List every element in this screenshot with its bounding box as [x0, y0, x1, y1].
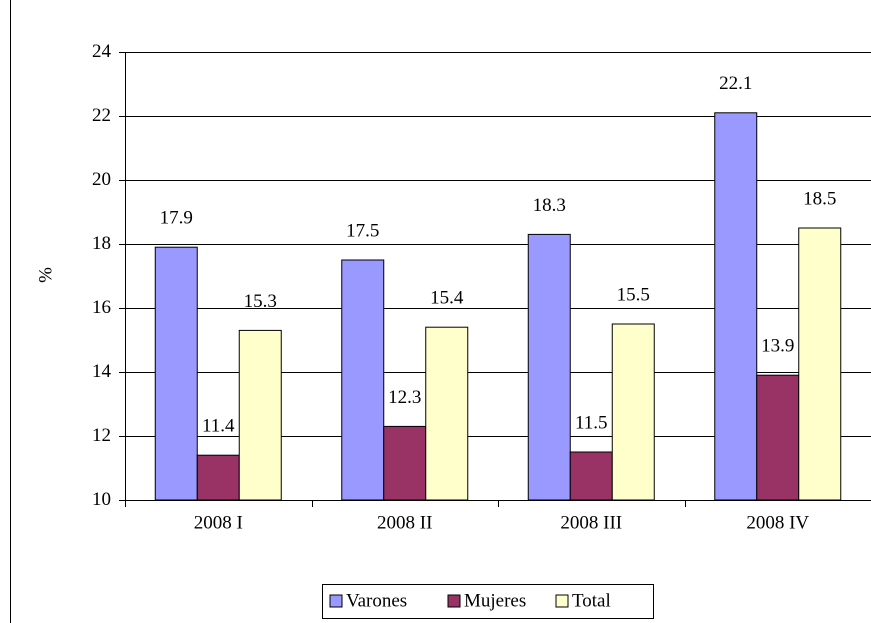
x-tick-label: 2008 IV: [746, 512, 809, 533]
bar: [611, 323, 655, 501]
bar: [798, 227, 842, 501]
x-tick-label: 2008 III: [560, 512, 622, 533]
y-tick-label: 12: [92, 425, 111, 446]
legend-box: [322, 584, 654, 619]
legend-label: Varones: [346, 590, 407, 611]
bar: [341, 259, 385, 501]
y-tick-label: 10: [92, 489, 111, 510]
legend-swatch: [329, 594, 343, 608]
bar: [196, 454, 240, 501]
legend-label: Mujeres: [464, 590, 526, 611]
value-label: 18.3: [533, 195, 566, 216]
value-label: 15.3: [244, 291, 277, 312]
y-axis-label: %: [35, 267, 56, 283]
bar: [383, 425, 427, 501]
value-label: 17.5: [346, 220, 379, 241]
value-label: 11.4: [202, 416, 235, 437]
bar: [714, 112, 758, 501]
legend-swatch: [555, 594, 569, 608]
bar: [756, 374, 800, 501]
value-label: 15.4: [430, 288, 464, 309]
bar: [238, 329, 282, 501]
y-tick-label: 16: [92, 297, 111, 318]
y-tick-label: 20: [92, 169, 111, 190]
value-label: 12.3: [388, 387, 421, 408]
bar: [425, 326, 469, 501]
y-tick-label: 24: [92, 41, 112, 62]
bar: [569, 451, 613, 501]
legend-swatch: [447, 594, 461, 608]
y-tick-label: 18: [92, 233, 111, 254]
bar: [154, 246, 198, 501]
value-label: 17.9: [160, 208, 193, 229]
x-tick-label: 2008 II: [377, 512, 432, 533]
x-tick-label: 2008 I: [194, 512, 243, 533]
value-label: 11.5: [575, 412, 608, 433]
value-label: 15.5: [617, 284, 650, 305]
value-label: 22.1: [719, 73, 752, 94]
y-tick-label: 22: [92, 105, 111, 126]
bar: [527, 233, 571, 501]
legend-label: Total: [572, 590, 611, 611]
value-label: 13.9: [761, 336, 794, 357]
value-label: 18.5: [803, 188, 836, 209]
y-tick-label: 14: [92, 361, 112, 382]
